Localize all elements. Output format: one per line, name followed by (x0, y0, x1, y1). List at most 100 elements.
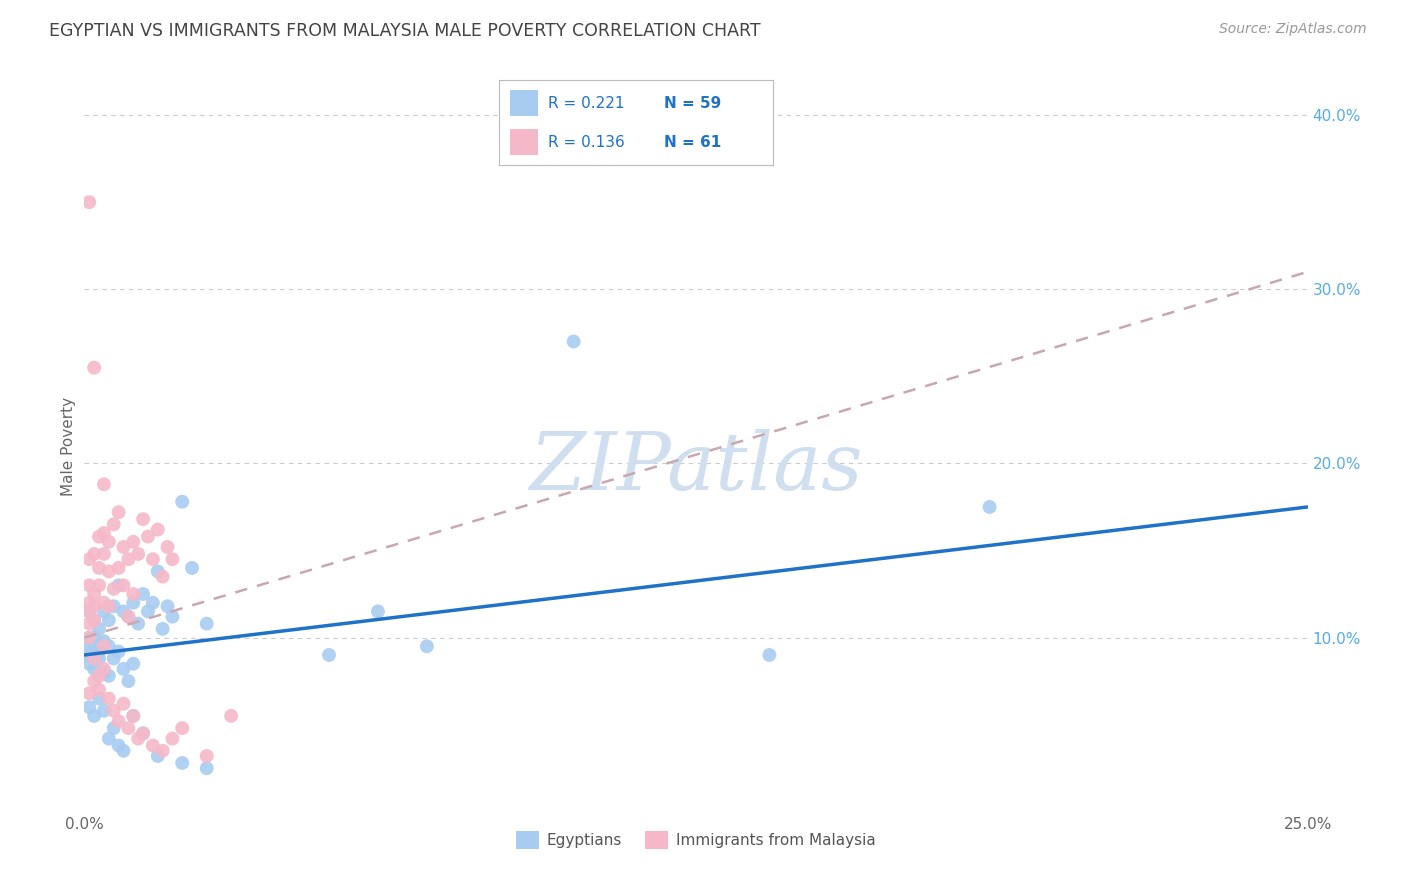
Point (156, 599, 179, 614)
Point (77, 700, 100, 714)
Point (122, 587, 145, 601)
Point (156, 540, 179, 554)
Point (93, 477, 115, 491)
Point (117, 552, 139, 566)
Point (87, 622, 110, 636)
Point (132, 512, 155, 526)
Point (146, 749, 169, 764)
Point (77, 578, 100, 592)
Point (132, 587, 155, 601)
Point (112, 578, 135, 592)
Point (93, 640, 115, 654)
Point (107, 714, 129, 728)
Point (87, 578, 110, 592)
FancyBboxPatch shape (510, 129, 537, 155)
Point (87, 644, 110, 658)
Point (162, 731, 184, 746)
Point (87, 682, 110, 697)
Point (162, 552, 184, 566)
Point (77, 604, 100, 618)
Point (83, 651, 105, 665)
Point (103, 704, 125, 718)
Point (83, 360, 105, 375)
Point (93, 665, 115, 680)
Point (83, 613, 105, 627)
Point (117, 674, 139, 689)
Point (77, 596, 100, 610)
Text: ZIPatlas: ZIPatlas (529, 429, 863, 507)
Point (93, 547, 115, 561)
Point (83, 547, 105, 561)
Point (162, 609, 184, 624)
Point (117, 609, 139, 624)
Point (83, 662, 105, 676)
Point (97, 731, 120, 746)
Point (195, 616, 218, 631)
Point (195, 761, 218, 775)
Point (142, 596, 165, 610)
Point (77, 604, 100, 618)
Point (103, 582, 125, 596)
Point (146, 523, 169, 537)
Point (195, 749, 218, 764)
Point (146, 565, 169, 579)
Point (122, 596, 145, 610)
Point (87, 651, 110, 665)
Point (122, 709, 145, 723)
Point (107, 505, 129, 519)
Point (107, 578, 129, 592)
Point (83, 631, 105, 645)
Point (112, 744, 135, 758)
Point (97, 534, 120, 549)
Point (172, 494, 194, 508)
Point (152, 569, 174, 583)
Text: Source: ZipAtlas.com: Source: ZipAtlas.com (1219, 22, 1367, 37)
Point (93, 526, 115, 541)
Point (152, 744, 174, 758)
Point (83, 599, 105, 614)
Point (83, 709, 105, 723)
Point (77, 648, 100, 662)
Point (83, 651, 105, 665)
Point (93, 704, 115, 718)
Point (97, 669, 120, 683)
Point (77, 657, 100, 671)
Point (107, 561, 129, 575)
Legend: Egyptians, Immigrants from Malaysia: Egyptians, Immigrants from Malaysia (510, 824, 882, 855)
Point (97, 599, 120, 614)
Point (87, 669, 110, 683)
FancyBboxPatch shape (510, 90, 537, 116)
Point (112, 540, 135, 554)
Point (112, 697, 135, 711)
Point (93, 596, 115, 610)
Point (367, 604, 389, 618)
Point (107, 739, 129, 753)
Point (136, 604, 159, 618)
Point (112, 604, 135, 618)
Text: R = 0.221: R = 0.221 (548, 95, 626, 111)
Point (83, 613, 105, 627)
Point (172, 756, 194, 770)
Point (416, 640, 439, 654)
Point (127, 547, 149, 561)
Point (77, 640, 100, 654)
Point (758, 648, 780, 662)
Point (77, 631, 100, 645)
Text: N = 61: N = 61 (664, 135, 721, 150)
Text: N = 59: N = 59 (664, 95, 721, 111)
Point (83, 674, 105, 689)
Text: EGYPTIAN VS IMMIGRANTS FROM MALAYSIA MALE POVERTY CORRELATION CHART: EGYPTIAN VS IMMIGRANTS FROM MALAYSIA MAL… (49, 22, 761, 40)
Point (172, 721, 194, 735)
Point (122, 709, 145, 723)
Point (103, 599, 125, 614)
Point (77, 686, 100, 700)
Point (97, 640, 120, 654)
Point (83, 587, 105, 601)
Point (132, 726, 155, 740)
Point (132, 726, 155, 740)
Point (117, 609, 139, 624)
Point (97, 691, 120, 706)
Point (83, 640, 105, 654)
Point (87, 561, 110, 575)
Point (93, 662, 115, 676)
